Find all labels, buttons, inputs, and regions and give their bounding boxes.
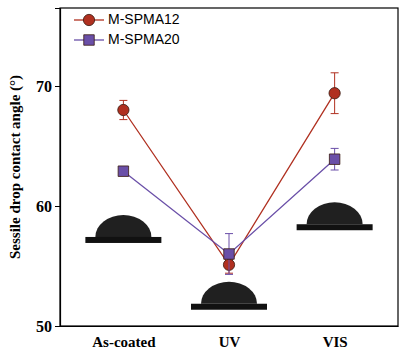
legend-entry: M-SPMA12 xyxy=(74,11,180,27)
data-point xyxy=(118,166,128,176)
legend-marker xyxy=(83,14,94,25)
x-tick: As-coated xyxy=(92,334,156,350)
chart: 50 60 70 As-coated UV VIS M-SPMA12 M-SPMA20 Sess… xyxy=(0,0,405,361)
legend-marker xyxy=(84,35,94,45)
x-axis-line xyxy=(61,326,399,327)
plot-frame xyxy=(60,8,398,326)
x-tick-label: VIS xyxy=(323,334,348,350)
x-axis: As-coated UV VIS xyxy=(61,327,399,350)
x-tick: UV xyxy=(219,334,241,350)
data-point xyxy=(224,249,234,259)
data-point xyxy=(118,104,129,115)
y-tick-mark xyxy=(55,206,60,207)
y-tick: 70 xyxy=(36,78,60,95)
substrate xyxy=(85,237,161,243)
droplet xyxy=(95,215,151,237)
y-tick-mark xyxy=(55,86,60,87)
legend-label: M-SPMA12 xyxy=(108,11,180,27)
data-point xyxy=(329,154,339,164)
y-tick-label: 70 xyxy=(36,78,52,95)
y-axis: 50 60 70 xyxy=(36,9,61,335)
legend-entry: M-SPMA20 xyxy=(74,31,180,47)
x-tick-label: As-coated xyxy=(92,334,156,350)
plot: 50 60 70 As-coated UV VIS M-SPMA12 M-SPMA20 xyxy=(36,8,399,350)
y-tick-mark xyxy=(55,326,60,327)
y-tick: 60 xyxy=(36,198,60,215)
x-tick-label: UV xyxy=(219,334,241,350)
data-point xyxy=(329,88,340,99)
marks xyxy=(118,73,341,275)
y-tick: 50 xyxy=(36,318,60,335)
substrate xyxy=(297,224,373,230)
x-tick: VIS xyxy=(323,334,348,350)
y-axis-line xyxy=(55,9,61,327)
droplet-insets xyxy=(85,202,372,309)
y-axis-title: Sessile drop contact angle (°) xyxy=(7,75,24,259)
legend: M-SPMA12 M-SPMA20 xyxy=(74,11,180,47)
y-tick-label: 60 xyxy=(36,198,52,215)
substrate xyxy=(191,304,267,310)
droplet xyxy=(307,202,363,224)
droplet xyxy=(201,282,257,304)
legend-label: M-SPMA20 xyxy=(108,31,180,47)
y-tick-label: 50 xyxy=(36,318,52,335)
